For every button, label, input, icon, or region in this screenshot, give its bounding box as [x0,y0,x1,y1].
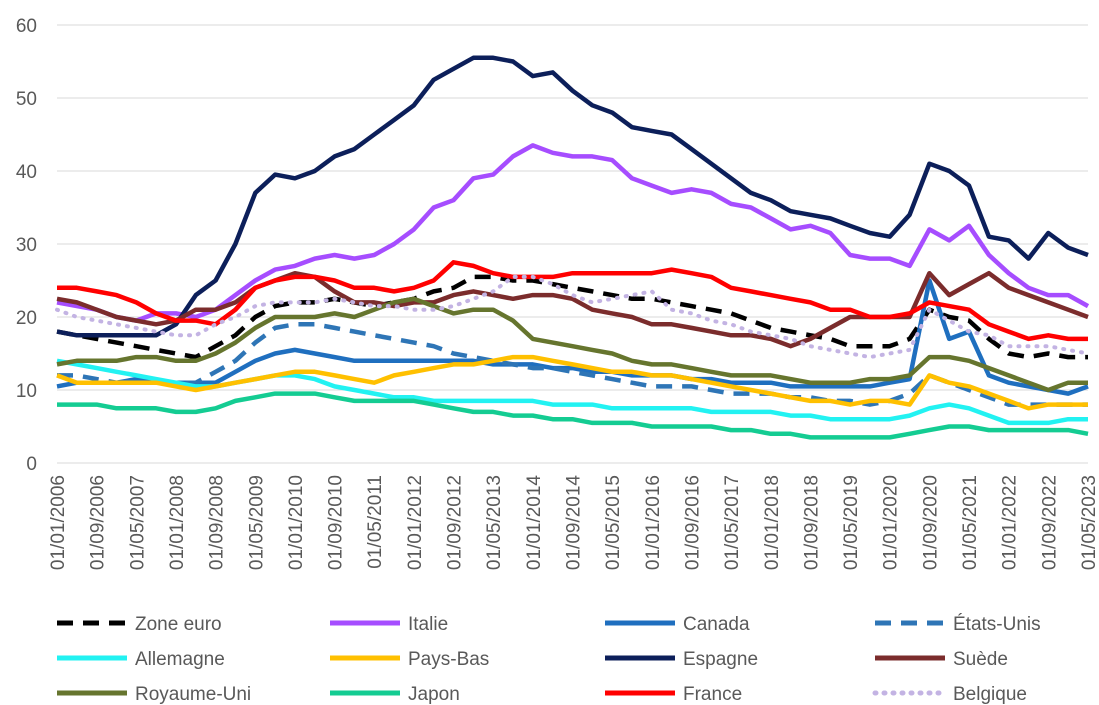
x-tick-label: 01/09/2010 [326,475,347,570]
x-tick-label: 01/01/2014 [524,475,545,571]
x-tick-label: 01/09/2014 [564,475,585,571]
x-tick-label: 01/09/2016 [682,475,703,570]
x-tick-label: 01/05/2007 [127,475,148,570]
x-tick-label: 01/05/2021 [960,475,981,570]
x-tick-label: 01/09/2006 [88,475,109,570]
series-line [57,322,1088,407]
x-tick-label: 01/01/2012 [405,475,426,570]
x-tick-label: 01/09/2018 [801,475,822,570]
legend-label: Belgique [953,684,1027,705]
x-tick-label: 01/01/2006 [48,475,69,570]
series-line [56,354,1088,411]
legend-label: Canada [683,614,750,635]
x-tick-label: 01/05/2019 [841,475,862,570]
series-line [56,274,1088,360]
series-line [56,143,1090,323]
x-tick-label: 01/01/2008 [167,475,188,570]
series-line [57,260,1088,342]
series-line [56,296,1088,393]
series-line [56,55,1089,338]
y-tick-label: 30 [16,235,37,256]
x-tick-label: 01/01/2010 [286,475,307,570]
x-tick-label: 01/01/2018 [762,475,783,570]
x-tick-label: 01/01/2022 [1000,475,1021,570]
x-tick-label: 01/09/2020 [920,475,941,570]
legend-label: Royaume-Uni [135,684,251,705]
x-tick-label: 01/05/2013 [484,475,505,570]
y-tick-label: 0 [26,454,37,475]
y-tick-label: 50 [16,89,37,110]
y-tick-label: 40 [16,162,37,183]
x-tick-label: 01/01/2016 [643,475,664,570]
y-tick-label: 60 [16,16,37,37]
series-line [56,270,1089,349]
series-line [55,274,1090,360]
x-tick-label: 01/05/2023 [1079,475,1099,570]
legend-label: États-Unis [953,614,1041,635]
y-tick-label: 20 [16,308,37,329]
x-tick-label: 01/09/2008 [207,475,228,570]
x-tick-label: 01/05/2017 [722,475,743,570]
x-tick-label: 01/01/2020 [881,475,902,570]
legend-label: France [683,684,742,705]
series-line [57,391,1089,440]
x-tick-label: 01/09/2022 [1039,475,1060,570]
x-tick-label: 01/09/2012 [445,475,466,570]
legend-label: Allemagne [135,649,225,670]
series-line [56,278,1089,396]
y-tick-label: 10 [16,381,37,402]
legend-label: Japon [408,684,460,705]
x-tick-label: 01/05/2015 [603,475,624,570]
legend-label: Espagne [683,649,758,670]
legend-label: Suède [953,649,1008,670]
x-tick-label: 01/05/2009 [246,475,267,570]
legend-label: Zone euro [135,614,222,635]
legend-label: Pays-Bas [408,649,489,670]
legend-label: Italie [408,614,448,635]
x-tick-label: 01/05/2011 [365,475,386,569]
